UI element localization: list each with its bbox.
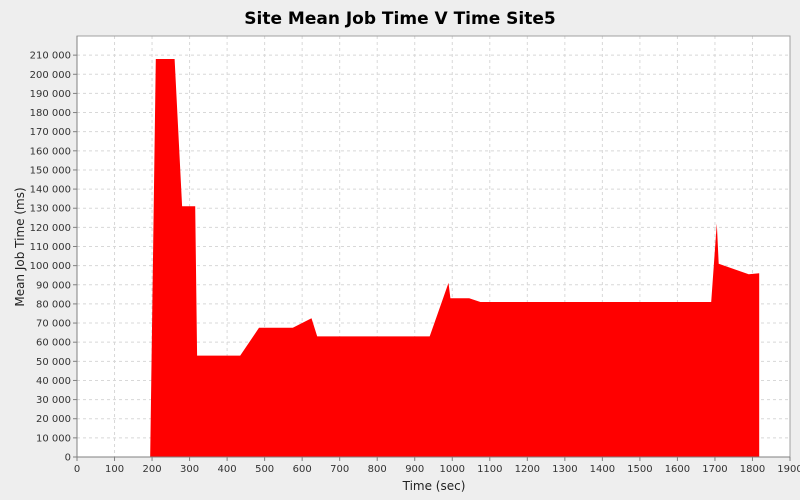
x-tick-label: 1200 xyxy=(515,464,540,475)
y-tick-label: 0 xyxy=(65,453,71,464)
x-tick-label: 1600 xyxy=(665,464,690,475)
x-tick-label: 1100 xyxy=(477,464,502,475)
x-tick-label: 700 xyxy=(330,464,349,475)
y-tick-label: 110 000 xyxy=(30,242,71,253)
x-tick-label: 0 xyxy=(74,464,80,475)
x-tick-label: 1800 xyxy=(740,464,765,475)
y-tick-label: 90 000 xyxy=(36,280,71,291)
y-tick-label: 140 000 xyxy=(30,185,71,196)
x-tick-label: 400 xyxy=(218,464,237,475)
y-tick-label: 40 000 xyxy=(36,376,71,387)
x-tick-label: 1400 xyxy=(590,464,615,475)
x-tick-label: 300 xyxy=(180,464,199,475)
x-tick-label: 1000 xyxy=(440,464,465,475)
chart-title: Site Mean Job Time V Time Site5 xyxy=(244,9,555,29)
x-tick-label: 900 xyxy=(405,464,424,475)
x-tick-label: 100 xyxy=(105,464,124,475)
y-tick-label: 150 000 xyxy=(30,165,71,176)
y-tick-label: 120 000 xyxy=(30,223,71,234)
y-tick-label: 10 000 xyxy=(36,433,71,444)
x-tick-label: 1900 xyxy=(777,464,800,475)
y-tick-label: 170 000 xyxy=(30,127,71,138)
y-tick-label: 210 000 xyxy=(30,51,71,62)
y-tick-label: 50 000 xyxy=(36,357,71,368)
y-tick-label: 160 000 xyxy=(30,146,71,157)
y-tick-label: 30 000 xyxy=(36,395,71,406)
x-axis-label: Time (sec) xyxy=(402,479,466,493)
x-axis-ticks: 0 100 200 300 400 500 600 700 800 900 1000 1100 1200… xyxy=(74,457,800,475)
x-tick-label: 500 xyxy=(255,464,274,475)
y-tick-label: 100 000 xyxy=(30,261,71,272)
y-axis-ticks: 0 10 000 20 000 30 000 40 000 50 000 60 000 70 … xyxy=(30,51,77,464)
x-tick-label: 1500 xyxy=(627,464,652,475)
y-tick-label: 190 000 xyxy=(30,89,71,100)
y-tick-label: 60 000 xyxy=(36,338,71,349)
x-tick-label: 1700 xyxy=(702,464,727,475)
x-tick-label: 1300 xyxy=(552,464,577,475)
x-tick-label: 600 xyxy=(293,464,312,475)
x-tick-label: 800 xyxy=(368,464,387,475)
y-tick-label: 130 000 xyxy=(30,204,71,215)
y-tick-label: 200 000 xyxy=(30,70,71,81)
series-layer xyxy=(150,59,760,457)
y-tick-label: 20 000 xyxy=(36,414,71,425)
x-tick-label: 200 xyxy=(143,464,162,475)
y-tick-label: 80 000 xyxy=(36,299,71,310)
y-tick-label: 70 000 xyxy=(36,319,71,330)
series-area xyxy=(150,59,760,457)
y-axis-label: Mean Job Time (ms) xyxy=(13,187,27,306)
y-tick-label: 180 000 xyxy=(30,108,71,119)
